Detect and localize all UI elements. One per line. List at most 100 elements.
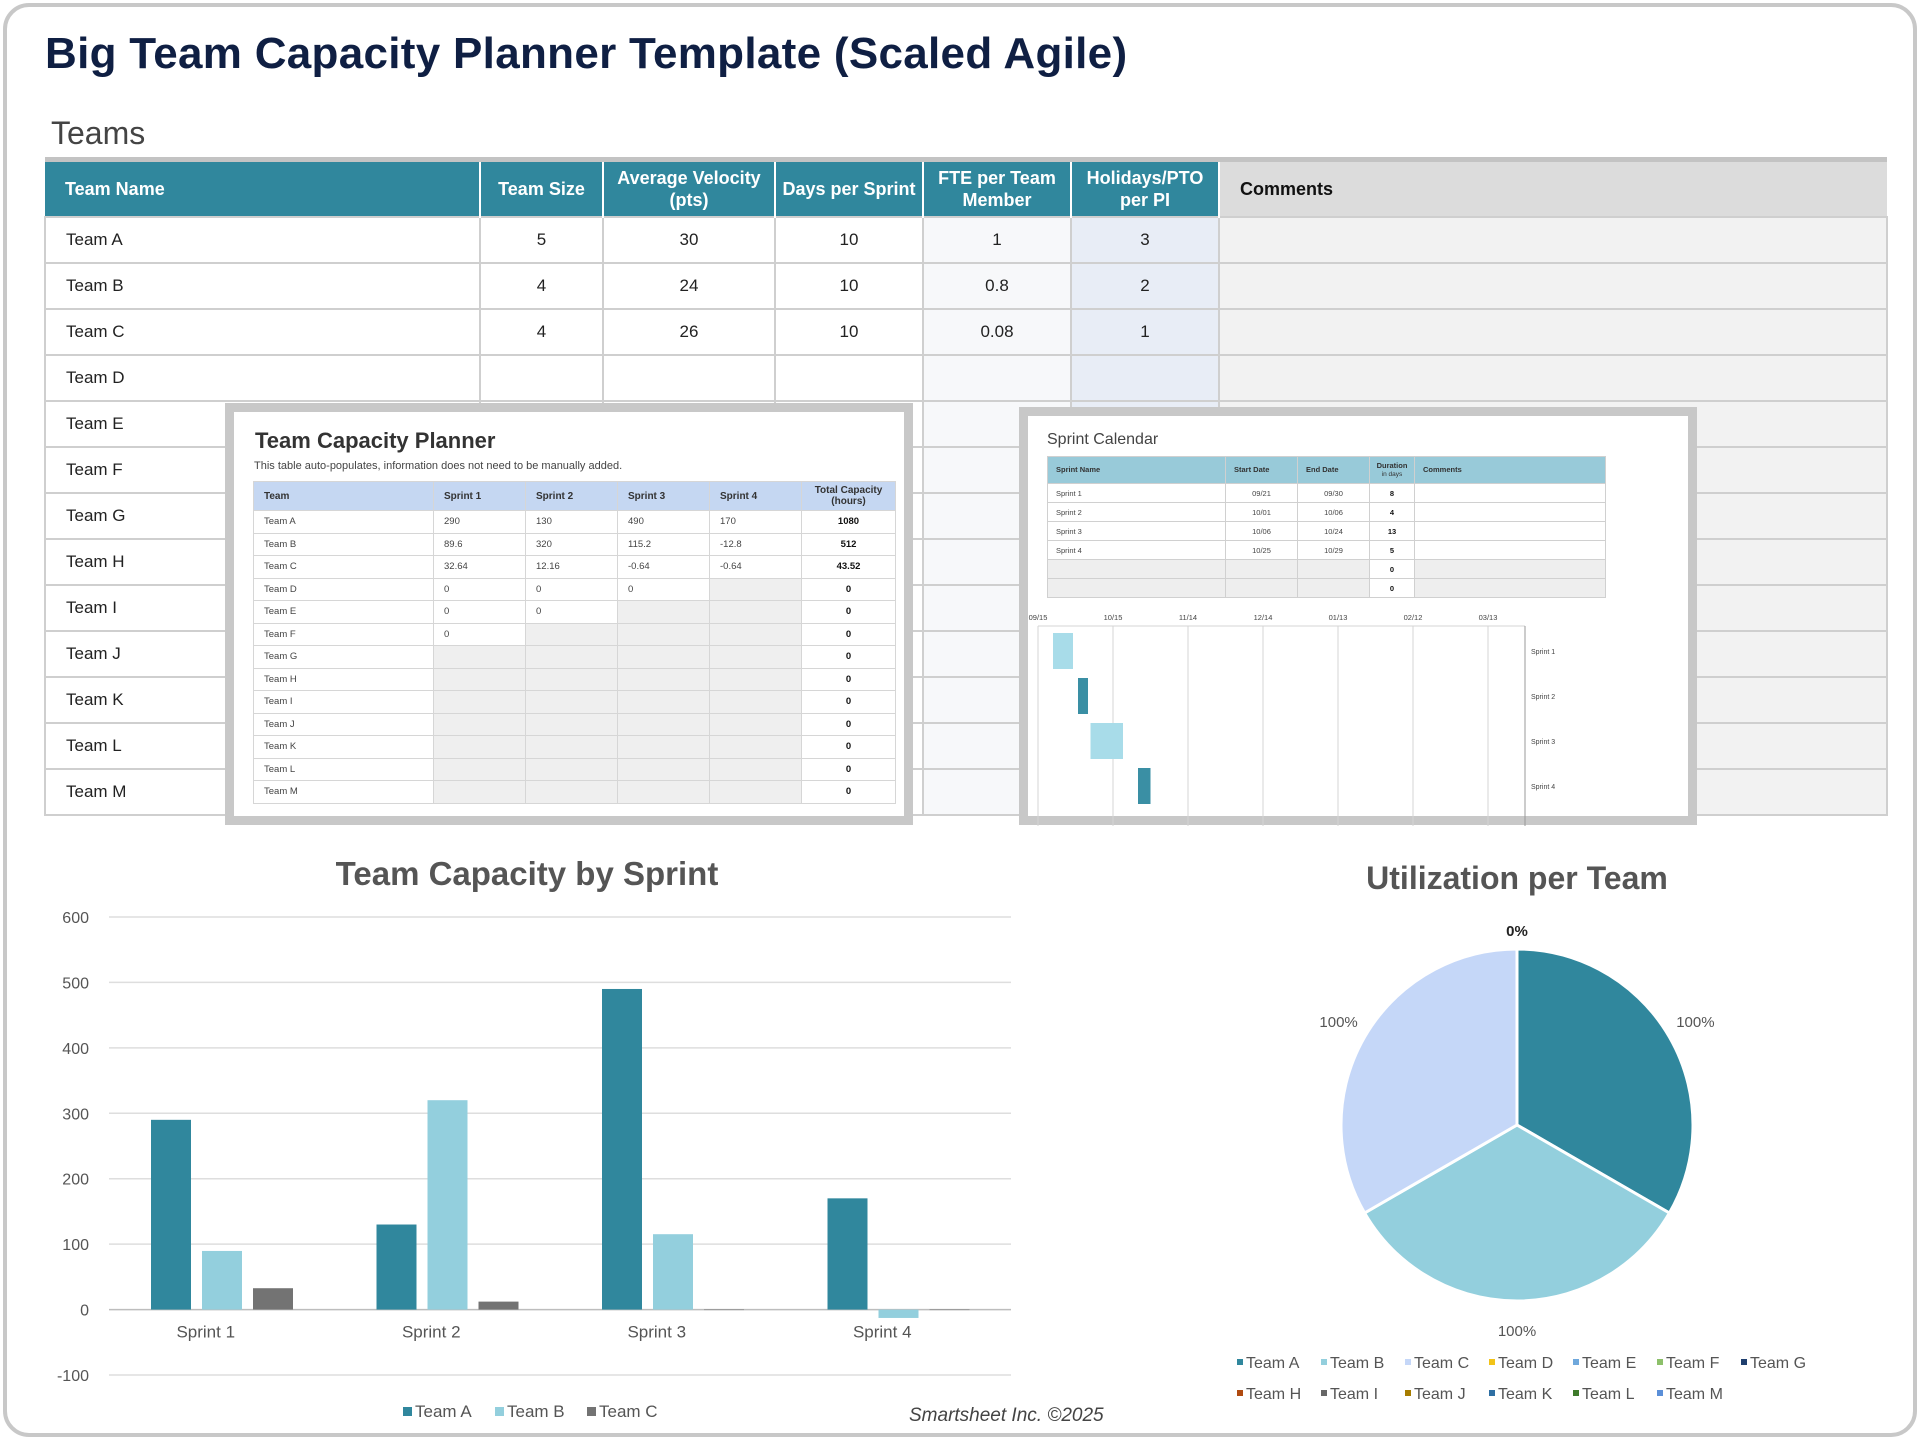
cell-size[interactable]: 5 bbox=[479, 216, 604, 264]
header-holidays-pto[interactable]: Holidays/PTO per PI bbox=[1071, 159, 1220, 217]
table-row: Team I 0 bbox=[253, 690, 896, 714]
cell-name[interactable]: Team B bbox=[44, 262, 481, 310]
capacity-cell bbox=[709, 757, 802, 781]
cell-fte[interactable]: 0.08 bbox=[922, 308, 1072, 356]
cell-holidays[interactable]: 3 bbox=[1070, 216, 1220, 264]
legend-swatch-team-i bbox=[1321, 1390, 1327, 1396]
capacity-header-team: Team bbox=[253, 481, 434, 511]
calendar-cell-end: 10/29 bbox=[1297, 540, 1370, 560]
gantt-bar-label: Sprint 2 bbox=[1531, 694, 1555, 701]
legend-label-team-d: Team D bbox=[1498, 1355, 1553, 1372]
table-row: Sprint 1 09/21 09/30 8 bbox=[1047, 483, 1606, 503]
legend-swatch-team-g bbox=[1741, 1359, 1747, 1365]
cell-name[interactable]: Team A bbox=[44, 216, 481, 264]
capacity-cell bbox=[433, 690, 526, 714]
legend-label-team-b: Team B bbox=[1330, 1355, 1384, 1372]
cell-holidays[interactable]: 1 bbox=[1070, 308, 1220, 356]
calendar-cell-end: 09/30 bbox=[1297, 483, 1370, 503]
capacity-cell: Team J bbox=[253, 712, 434, 736]
table-row: Sprint 4 10/25 10/29 5 bbox=[1047, 540, 1606, 560]
calendar-cell-end: 10/24 bbox=[1297, 521, 1370, 541]
calendar-header-name: Sprint Name bbox=[1047, 456, 1226, 484]
capacity-cell: 170 bbox=[709, 510, 802, 534]
capacity-cell: -0.64 bbox=[709, 555, 802, 579]
y-tick-label: 500 bbox=[62, 975, 89, 992]
cell-velocity[interactable]: 30 bbox=[602, 216, 776, 264]
capacity-cell: 0 bbox=[525, 600, 618, 624]
capacity-cell: 0 bbox=[801, 757, 896, 781]
header-team-name[interactable]: Team Name bbox=[45, 159, 481, 217]
cell-days[interactable]: 10 bbox=[774, 216, 924, 264]
calendar-cell-comments bbox=[1414, 578, 1606, 598]
capacity-cell: 115.2 bbox=[617, 532, 710, 556]
bar-team-c-sprint-3 bbox=[704, 1309, 744, 1311]
cell-comments[interactable] bbox=[1218, 216, 1888, 264]
cell-holidays[interactable]: 2 bbox=[1070, 262, 1220, 310]
legend-label-team-j: Team J bbox=[1414, 1386, 1466, 1403]
cell-name[interactable]: Team C bbox=[44, 308, 481, 356]
header-team-size[interactable]: Team Size bbox=[480, 159, 604, 217]
gantt-bar-label: Sprint 4 bbox=[1531, 784, 1555, 791]
calendar-cell-duration: 4 bbox=[1369, 502, 1415, 522]
cell-fte[interactable]: 0.8 bbox=[922, 262, 1072, 310]
cell-fte[interactable] bbox=[922, 354, 1072, 402]
cell-comments[interactable] bbox=[1218, 262, 1888, 310]
cell-velocity[interactable] bbox=[602, 354, 776, 402]
cell-size[interactable] bbox=[479, 354, 604, 402]
legend-label-team-i: Team I bbox=[1330, 1386, 1378, 1403]
cell-holidays[interactable] bbox=[1070, 354, 1220, 402]
table-row: Team G 0 bbox=[253, 645, 896, 669]
pie-slice-team-b bbox=[1362, 1123, 1672, 1303]
table-row: Team H 0 bbox=[253, 667, 896, 691]
capacity-cell: -12.8 bbox=[709, 532, 802, 556]
calendar-cell-name: Sprint 2 bbox=[1047, 502, 1226, 522]
table-row: Team B 4 24 10 0.8 2 bbox=[44, 262, 1888, 310]
capacity-header-sprint-2: Sprint 2 bbox=[525, 481, 618, 511]
table-row: Team C 32.64 12.16 -0.64 -0.64 43.52 bbox=[253, 555, 896, 579]
cell-name[interactable]: Team D bbox=[44, 354, 481, 402]
capacity-cell bbox=[617, 600, 710, 624]
cell-size[interactable]: 4 bbox=[479, 308, 604, 356]
calendar-cell-name bbox=[1047, 559, 1226, 579]
cell-days[interactable] bbox=[774, 354, 924, 402]
legend-swatch-team-b bbox=[1321, 1359, 1327, 1365]
cell-comments[interactable] bbox=[1218, 308, 1888, 356]
gantt-bar-label: Sprint 1 bbox=[1531, 649, 1555, 656]
legend-swatch-team-k bbox=[1489, 1390, 1495, 1396]
cell-days[interactable]: 10 bbox=[774, 262, 924, 310]
cell-comments[interactable] bbox=[1218, 354, 1888, 402]
capacity-cell: 0 bbox=[433, 622, 526, 646]
legend-swatch-team-b bbox=[495, 1407, 504, 1416]
calendar-cell-start: 09/21 bbox=[1225, 483, 1298, 503]
cell-velocity[interactable]: 24 bbox=[602, 262, 776, 310]
cell-velocity[interactable]: 26 bbox=[602, 308, 776, 356]
gantt-bar-sprint-4 bbox=[1138, 768, 1151, 804]
header-days-per-sprint[interactable]: Days per Sprint bbox=[775, 159, 924, 217]
capacity-cell bbox=[525, 780, 618, 804]
capacity-cell bbox=[617, 780, 710, 804]
header-average-velocity[interactable]: Average Velocity (pts) bbox=[603, 159, 776, 217]
capacity-cell bbox=[617, 667, 710, 691]
legend-swatch-team-f bbox=[1657, 1359, 1663, 1365]
calendar-cell-name bbox=[1047, 578, 1226, 598]
legend-label-team-g: Team G bbox=[1750, 1355, 1806, 1372]
bar-chart-title: Team Capacity by Sprint bbox=[336, 855, 719, 892]
capacity-cell: 0 bbox=[801, 712, 896, 736]
capacity-planner-preview: Team Capacity Planner This table auto-po… bbox=[225, 403, 913, 825]
gantt-bar-sprint-3 bbox=[1090, 723, 1123, 759]
calendar-cell-duration: 8 bbox=[1369, 483, 1415, 503]
calendar-cell-name: Sprint 3 bbox=[1047, 521, 1226, 541]
capacity-cell: 43.52 bbox=[801, 555, 896, 579]
cell-size[interactable]: 4 bbox=[479, 262, 604, 310]
header-fte-per-member[interactable]: FTE per Team Member bbox=[923, 159, 1072, 217]
cell-fte[interactable]: 1 bbox=[922, 216, 1072, 264]
pie-data-label: 100% bbox=[1676, 1014, 1714, 1031]
capacity-planner-table: Team Sprint 1 Sprint 2 Sprint 3 Sprint 4 Tota… bbox=[253, 481, 896, 804]
page-title: Big Team Capacity Planner Template (Scal… bbox=[45, 29, 1128, 78]
cell-days[interactable]: 10 bbox=[774, 308, 924, 356]
calendar-cell-duration: 13 bbox=[1369, 521, 1415, 541]
header-comments[interactable]: Comments bbox=[1219, 159, 1887, 217]
bar-team-c-sprint-4 bbox=[929, 1309, 970, 1311]
capacity-cell bbox=[525, 757, 618, 781]
calendar-cell-comments bbox=[1414, 559, 1606, 579]
